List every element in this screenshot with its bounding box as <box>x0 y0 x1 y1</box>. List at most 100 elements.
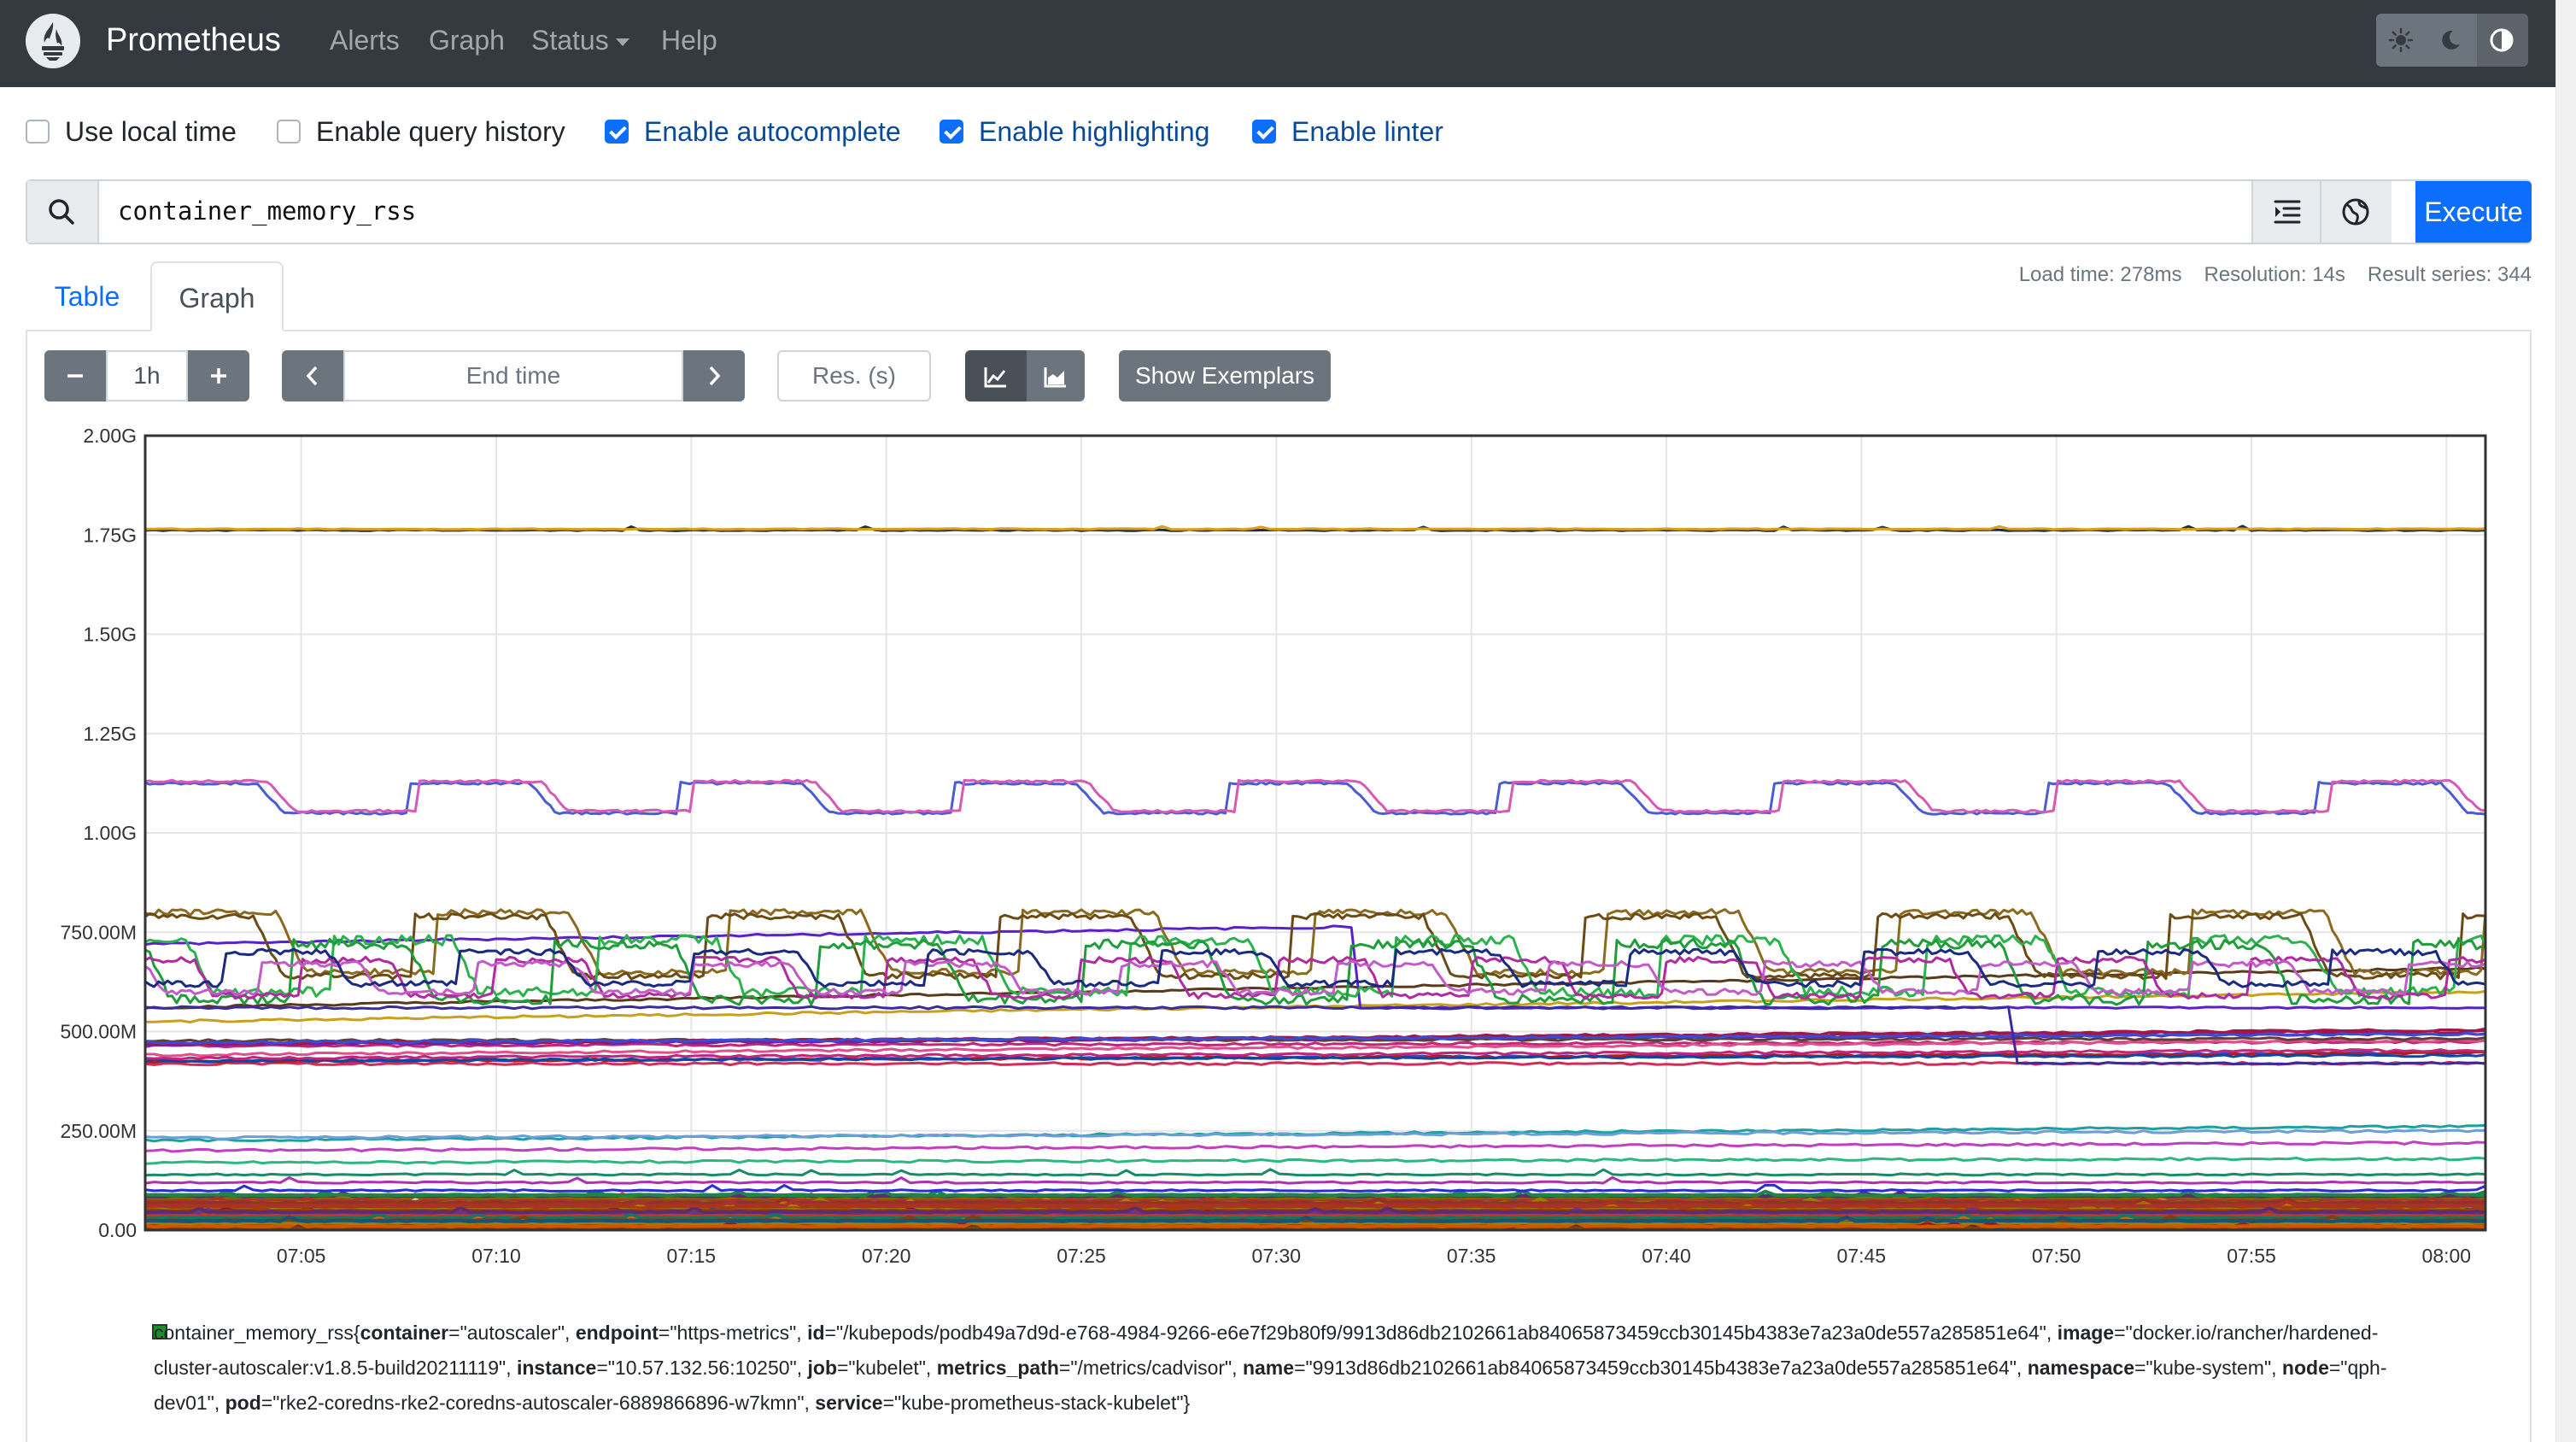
option-label: Enable autocomplete <box>644 115 901 147</box>
series-color-swatch[interactable] <box>152 1324 167 1339</box>
previous-time-button[interactable] <box>282 350 343 402</box>
plot-frame <box>143 434 2487 1232</box>
stacked-chart-button[interactable] <box>1027 350 1085 402</box>
legend-label-value: ="docker.io/rancher/hardened-cluster-aut… <box>154 1322 2379 1379</box>
minus-icon <box>67 374 83 378</box>
linter-checkbox[interactable] <box>1252 120 1276 144</box>
decrease-range-button[interactable] <box>44 350 106 402</box>
autocomplete-checkbox[interactable] <box>605 120 629 144</box>
globe-icon <box>2342 198 2369 226</box>
series-line <box>144 1048 2486 1061</box>
legend-label-value: ="https-metrics", <box>658 1322 808 1344</box>
tab-divider <box>26 330 2532 331</box>
x-tick-label: 07:20 <box>862 1245 911 1267</box>
x-tick-label: 07:30 <box>1252 1245 1302 1267</box>
end-time-input[interactable]: End time <box>343 350 683 402</box>
series-line <box>144 1005 2486 1066</box>
range-input[interactable]: 1h <box>106 350 188 402</box>
series-line <box>144 955 2486 1000</box>
series-line <box>144 1199 2486 1208</box>
x-tick-label: 08:00 <box>2422 1245 2472 1267</box>
x-tick-label: 07:40 <box>1642 1245 1691 1267</box>
query-stats: Load time: 278ms Resolution: 14s Result se… <box>1997 263 2532 287</box>
legend-label-value: ="/kubepods/podb49a7d9d-e768-4984-9266-e… <box>824 1322 2058 1344</box>
legend-label-key: job <box>807 1357 838 1379</box>
search-icon-box <box>27 181 99 243</box>
resolution-input[interactable]: Res. (s) <box>777 350 931 402</box>
format-expression-button[interactable] <box>2251 181 2321 243</box>
show-exemplars-button[interactable]: Show Exemplars <box>1119 350 1331 402</box>
light-theme-button[interactable] <box>2376 14 2426 67</box>
series-legend[interactable]: container_memory_rss{container="autoscal… <box>154 1316 2392 1421</box>
brand-title[interactable]: Prometheus <box>106 22 281 58</box>
prometheus-logo-icon[interactable] <box>26 14 80 68</box>
line-chart-icon <box>984 367 1006 388</box>
next-time-button[interactable] <box>683 350 745 402</box>
series-line <box>145 1038 2486 1058</box>
x-tick-label: 07:05 <box>277 1245 326 1267</box>
option-label: Enable highlighting <box>979 115 1210 147</box>
legend-close-brace: } <box>1183 1392 1191 1414</box>
series-line <box>144 1220 2485 1229</box>
option-local-time[interactable]: Use local time <box>26 111 237 152</box>
scrollbar[interactable] <box>2556 0 2576 1442</box>
memory-line-chart[interactable]: 0.00 250.00M 500.00M 750.00M 1.00G 1.25G 1.50G… <box>0 419 2528 1298</box>
nav-help[interactable]: Help <box>661 25 717 56</box>
option-highlighting[interactable]: Enable highlighting <box>940 111 1209 152</box>
x-tick-label: 07:10 <box>471 1245 521 1267</box>
query-input[interactable]: container_memory_rss <box>118 196 417 226</box>
increase-range-button[interactable] <box>188 350 249 402</box>
option-linter[interactable]: Enable linter <box>1252 111 1443 152</box>
legend-metric-name: container_memory_rss{ <box>154 1322 360 1344</box>
tab-graph[interactable]: Graph <box>150 261 284 331</box>
query-history-checkbox[interactable] <box>277 120 301 144</box>
legend-label-key: container <box>360 1322 449 1344</box>
y-tick-label: 1.00G <box>83 822 137 844</box>
dark-theme-button[interactable] <box>2426 14 2475 67</box>
y-tick-label: 1.75G <box>83 524 137 546</box>
series-line <box>144 1215 2486 1223</box>
option-autocomplete[interactable]: Enable autocomplete <box>605 111 901 152</box>
x-tick-label: 07:25 <box>1057 1245 1106 1267</box>
plus-icon <box>211 368 226 384</box>
indent-icon <box>2274 200 2301 224</box>
execute-button[interactable]: Execute <box>2415 181 2532 243</box>
x-tick-label: 07:55 <box>2227 1245 2276 1267</box>
local-time-checkbox[interactable] <box>26 120 50 144</box>
navbar: Prometheus Alerts Graph Status Help <box>0 0 2556 87</box>
result-series: Result series: 344 <box>2367 263 2532 286</box>
legend-label-key: namespace <box>2027 1357 2134 1379</box>
series-line <box>144 1168 2486 1177</box>
legend-label-value: ="kube-prometheus-stack-kubelet" <box>882 1392 1184 1414</box>
series-line <box>144 1156 2486 1165</box>
legend-label-key: id <box>807 1322 825 1344</box>
option-label: Enable query history <box>316 115 565 147</box>
series-line <box>144 1128 2486 1140</box>
series-line <box>144 1140 2486 1153</box>
option-label: Enable linter <box>1291 115 1443 147</box>
legend-label-value: ="9913d86db2102661ab84065873459ccb30145b… <box>1294 1357 2028 1379</box>
x-tick-label: 07:50 <box>2032 1245 2081 1267</box>
nav-alerts[interactable]: Alerts <box>330 25 400 56</box>
highlighting-checkbox[interactable] <box>940 120 963 144</box>
legend-label-key: image <box>2057 1322 2115 1344</box>
auto-theme-button[interactable] <box>2477 14 2528 67</box>
legend-label-key: instance <box>516 1357 597 1379</box>
resolution: Resolution: 14s <box>2204 263 2345 286</box>
series-line <box>144 1031 2486 1045</box>
legend-label-value: ="kubelet", <box>837 1357 937 1379</box>
option-query-history[interactable]: Enable query history <box>277 111 565 152</box>
legend-label-value: ="kube-system", <box>2134 1357 2282 1379</box>
legend-label-key: node <box>2281 1357 2329 1379</box>
x-tick-label: 07:35 <box>1447 1245 1496 1267</box>
series-line <box>144 1175 2486 1185</box>
metrics-explorer-button[interactable] <box>2320 181 2392 243</box>
line-chart-button[interactable] <box>965 350 1027 402</box>
area-chart-icon <box>1044 367 1066 388</box>
nav-status[interactable]: Status <box>531 21 629 60</box>
tab-table[interactable]: Table <box>54 281 120 312</box>
nav-graph[interactable]: Graph <box>429 25 505 56</box>
y-tick-label: 500.00M <box>60 1021 137 1043</box>
y-tick-label: 1.25G <box>83 723 137 745</box>
series-line <box>144 959 2486 996</box>
